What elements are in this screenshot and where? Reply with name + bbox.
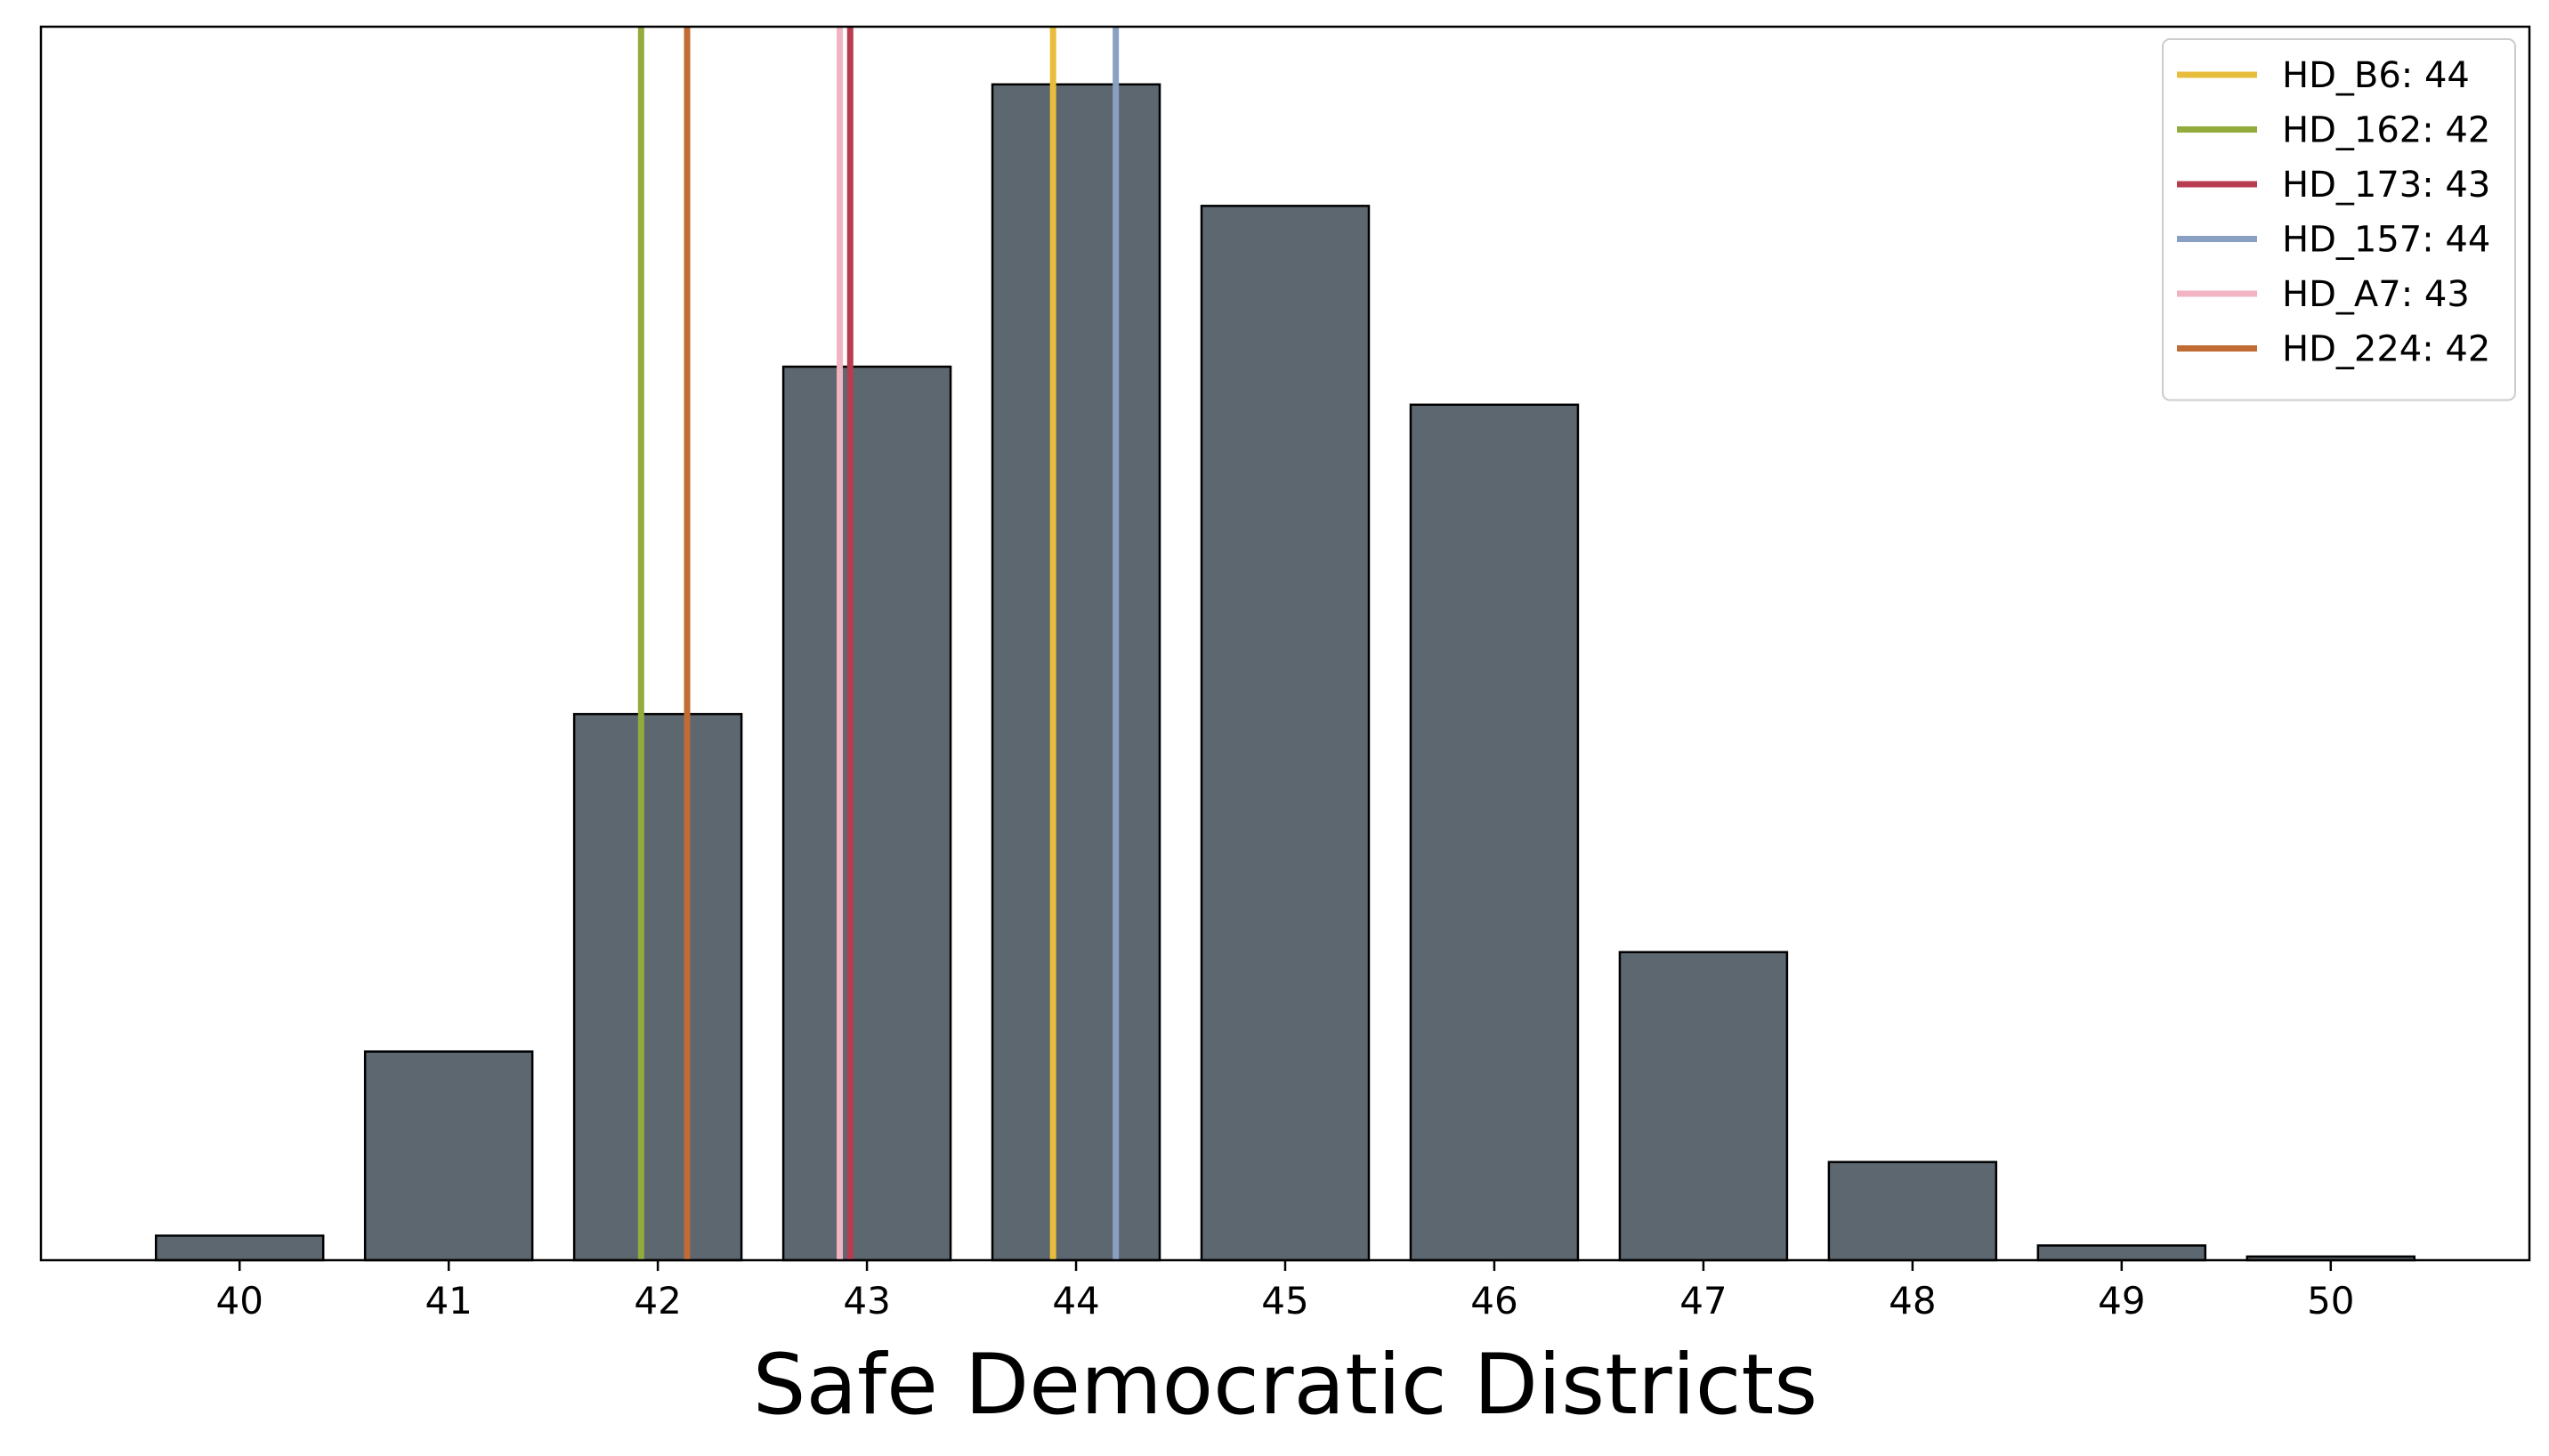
x-tick-label-43: 43 [843,1279,890,1323]
x-tick-label-50: 50 [2307,1279,2354,1323]
x-axis-title: Safe Democratic Districts [753,1337,1817,1434]
legend-label-hd-162: HD_162: 42 [2282,110,2490,151]
bar-42 [572,713,743,1262]
x-tick-label-49: 49 [2098,1279,2145,1323]
x-tick-label-46: 46 [1470,1279,1517,1323]
bar-44 [991,83,1161,1262]
legend-label-hd-a7: HD_A7: 43 [2282,274,2470,315]
bar-47 [1618,950,1789,1262]
reference-lines-layer [637,27,1120,1260]
x-tick-label-48: 48 [1889,1279,1936,1323]
legend-label-hd-224: HD_224: 42 [2282,329,2490,370]
bar-48 [1827,1161,1998,1262]
bar-40 [154,1234,325,1262]
legend: HD_B6: 44 HD_162: 42 HD_173: 43 HD_157: 44 H… [2162,38,2516,401]
bars-layer [154,83,2416,1262]
bar-41 [363,1050,534,1262]
x-tick-label-44: 44 [1052,1279,1099,1323]
bar-49 [2036,1244,2207,1262]
bar-43 [781,365,952,1262]
bar-46 [1409,403,1580,1262]
bar-45 [1200,205,1371,1262]
x-tick-label-40: 40 [215,1279,263,1323]
x-axis-ticks: 40 41 42 43 44 45 46 47 48 49 50 [215,1260,2355,1323]
x-tick-label-41: 41 [425,1279,472,1323]
x-tick-label-42: 42 [634,1279,681,1323]
legend-label-hd-173: HD_173: 43 [2282,165,2490,206]
legend-label-hd-b6: HD_B6: 44 [2282,55,2470,96]
legend-label-hd-157: HD_157: 44 [2282,220,2490,261]
x-tick-label-45: 45 [1261,1279,1308,1323]
x-tick-label-47: 47 [1679,1279,1727,1323]
